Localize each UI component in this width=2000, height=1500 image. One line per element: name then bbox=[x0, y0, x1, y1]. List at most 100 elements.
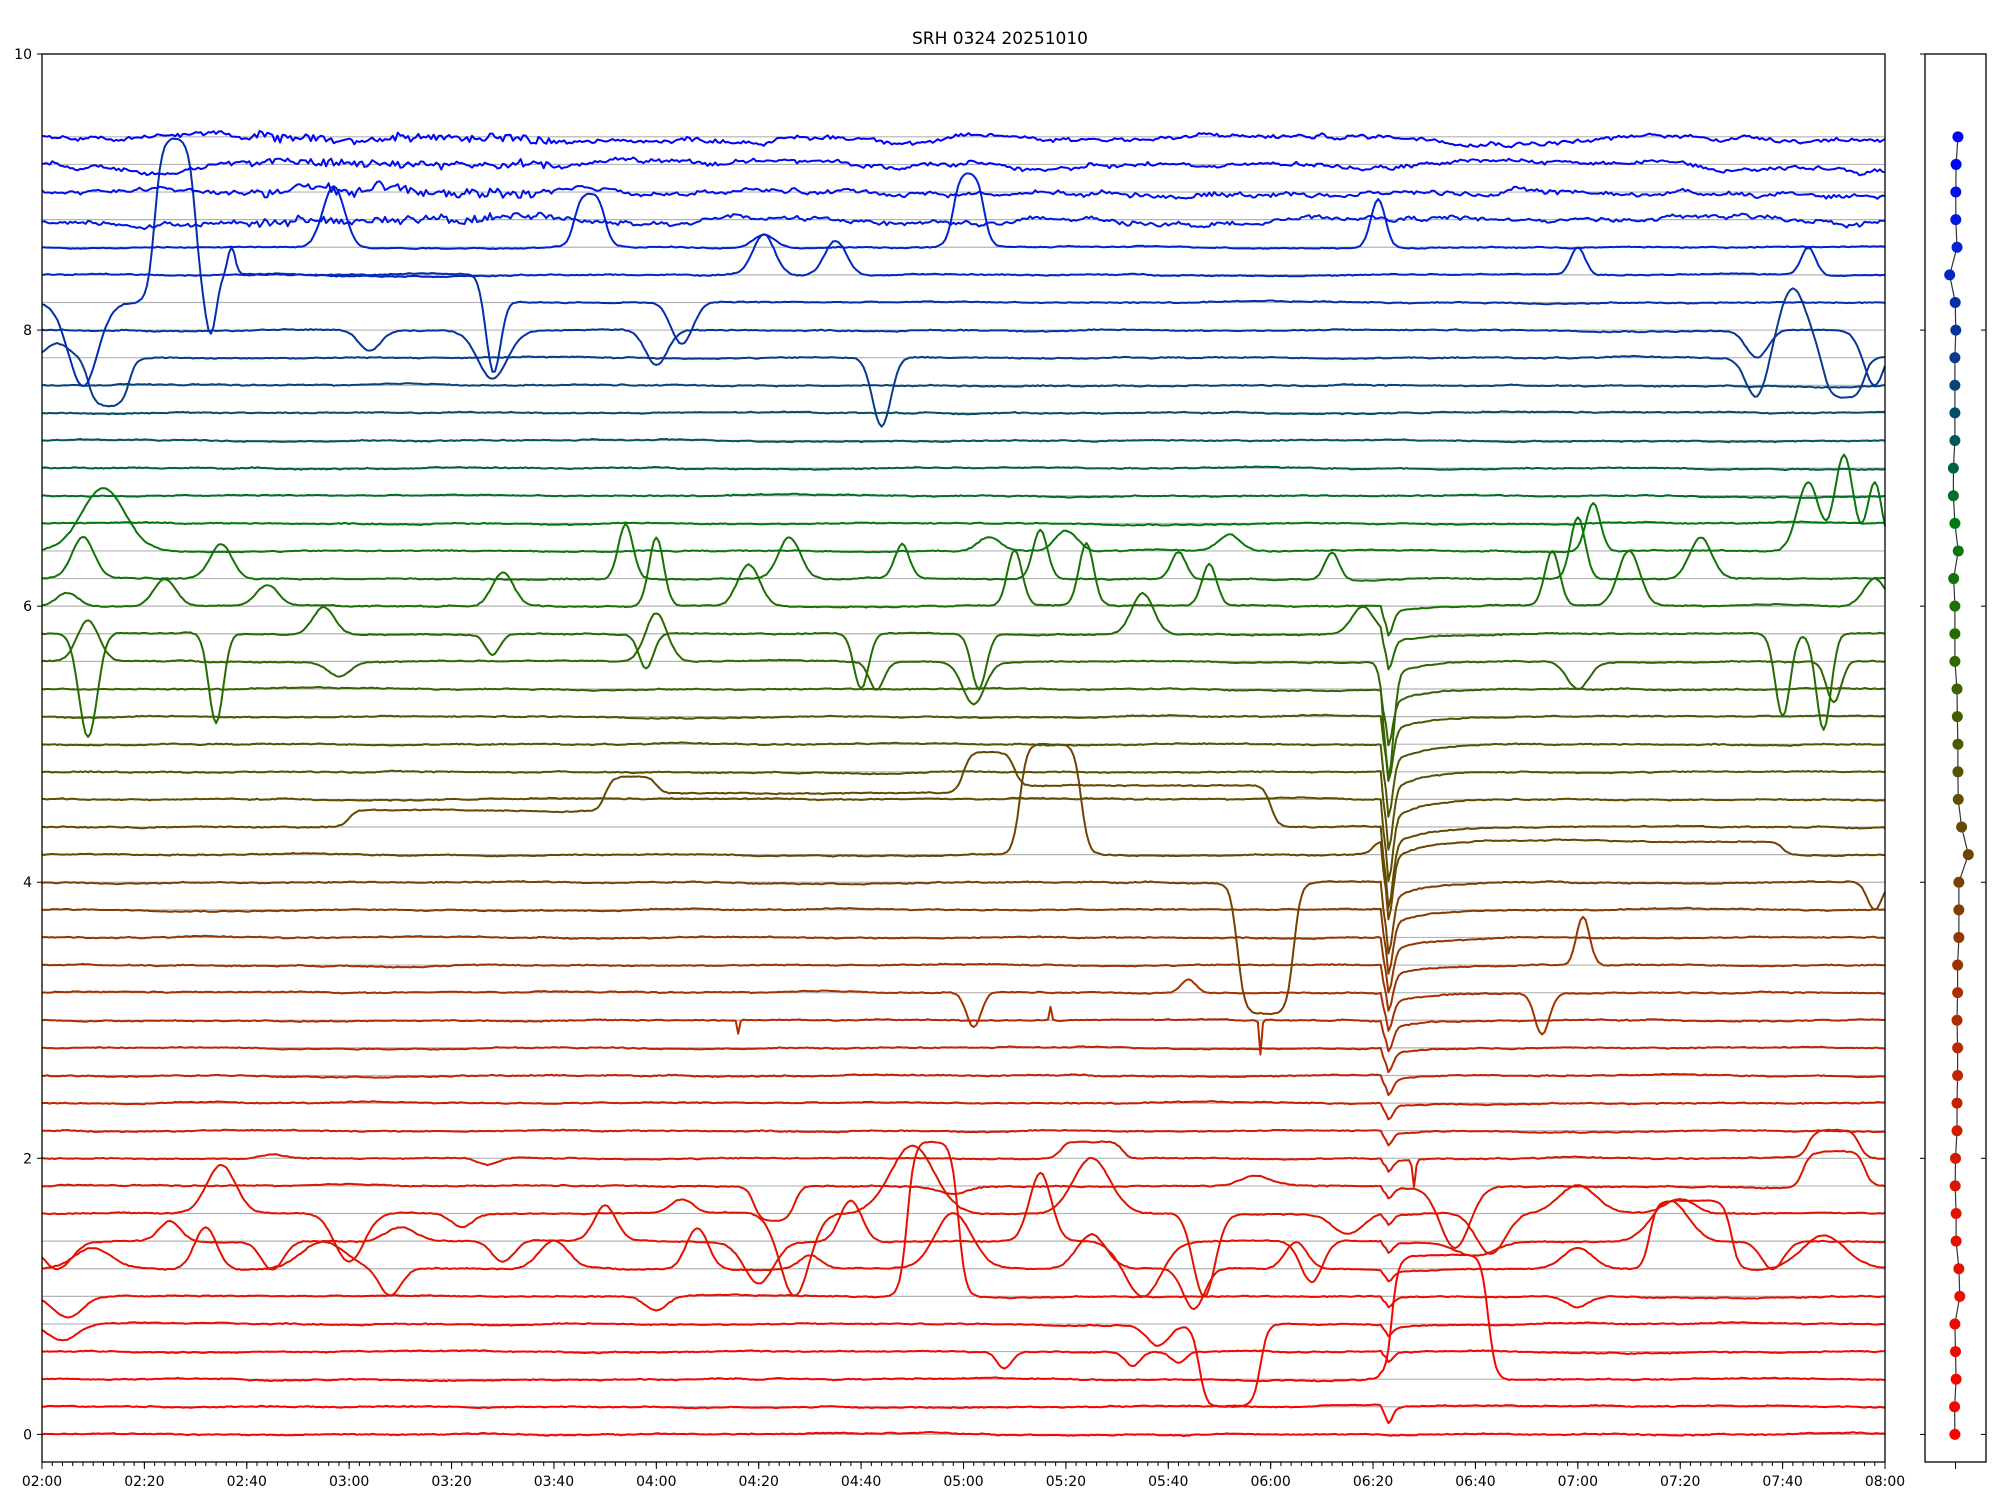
side-dot-6-6 bbox=[1949, 517, 1961, 529]
side-dot-9-4 bbox=[1952, 131, 1964, 143]
trace-1-4 bbox=[41, 1171, 1886, 1298]
side-dot-4-4 bbox=[1956, 821, 1968, 833]
side-dot-4-8 bbox=[1952, 766, 1964, 778]
trace-6-0 bbox=[41, 536, 1886, 637]
x-tick-label: 03:40 bbox=[534, 1474, 574, 1490]
trace-8-4 bbox=[41, 233, 1886, 279]
y-tick-label: 10 bbox=[14, 47, 32, 63]
trace-3-0 bbox=[41, 1005, 1886, 1056]
trace-2-0 bbox=[41, 1128, 1886, 1188]
trace-7-0 bbox=[41, 465, 1886, 472]
trace-3-4 bbox=[41, 915, 1886, 1012]
y-tick-label: 0 bbox=[23, 1427, 32, 1443]
trace-5-6 bbox=[41, 612, 1886, 779]
trace-4-0 bbox=[41, 880, 1886, 1016]
plot-frame bbox=[41, 53, 1886, 1463]
side-dot-1-0 bbox=[1954, 1290, 1966, 1302]
side-dot-1-4 bbox=[1950, 1235, 1962, 1247]
trace-3-2 bbox=[41, 978, 1886, 1036]
trace-1-2 bbox=[41, 1199, 1886, 1311]
side-dot-8-8 bbox=[1950, 214, 1962, 226]
x-tick-label: 06:00 bbox=[1250, 1474, 1290, 1490]
trace-4-4 bbox=[41, 750, 1886, 910]
trace-0-4 bbox=[41, 1253, 1886, 1383]
side-dot-2-8 bbox=[1952, 1042, 1964, 1054]
x-tick-label: 05:20 bbox=[1046, 1474, 1086, 1490]
trace-7-2 bbox=[41, 437, 1886, 444]
x-tick-label: 03:20 bbox=[431, 1474, 471, 1490]
side-dot-0-0 bbox=[1949, 1428, 1961, 1440]
trace-6-4 bbox=[41, 453, 1886, 554]
chart-title: SRH 0324 20251010 bbox=[912, 29, 1088, 49]
side-dot-5-4 bbox=[1951, 683, 1963, 695]
side-dot-4-2 bbox=[1962, 849, 1974, 861]
trace-2-6 bbox=[41, 1072, 1886, 1097]
trace-4-2 bbox=[41, 742, 1885, 921]
x-axis: 02:00 02:20 02:40 03:00 03:20 03:40 04:00 04:20… bbox=[22, 1462, 1905, 1490]
y-axis: 0 2 4 6 8 10 bbox=[14, 47, 42, 1443]
y-tick-label: 6 bbox=[23, 599, 32, 615]
side-dot-7-0 bbox=[1947, 462, 1959, 474]
x-tick-label: 07:00 bbox=[1558, 1474, 1598, 1490]
traces bbox=[41, 130, 1886, 1438]
side-dot-1-2 bbox=[1953, 1263, 1965, 1275]
side-dot-2-2 bbox=[1951, 1125, 1963, 1137]
x-tick-label: 06:40 bbox=[1455, 1474, 1495, 1490]
trace-2-4 bbox=[41, 1100, 1886, 1121]
side-dot-0-4 bbox=[1950, 1373, 1962, 1385]
trace-1-6 bbox=[42, 1144, 1886, 1298]
x-tick-label: 04:20 bbox=[739, 1474, 779, 1490]
trace-9-2 bbox=[41, 156, 1886, 177]
trace-3-6 bbox=[41, 934, 1886, 994]
trace-8-6 bbox=[42, 172, 1886, 251]
x-tick-label: 07:40 bbox=[1762, 1474, 1802, 1490]
x-tick-label: 07:20 bbox=[1660, 1474, 1700, 1490]
trace-2-2 bbox=[41, 1128, 1885, 1147]
side-dot-9-2 bbox=[1950, 158, 1962, 170]
side-dot-4-6 bbox=[1952, 793, 1964, 805]
side-dot-2-0 bbox=[1950, 1152, 1961, 1164]
trace-0-6 bbox=[41, 1349, 1886, 1370]
trace-8-2 bbox=[41, 137, 1886, 387]
x-tick-label: 02:40 bbox=[227, 1474, 267, 1490]
x-tick-label: 04:00 bbox=[636, 1474, 676, 1490]
side-dot-0-6 bbox=[1950, 1346, 1961, 1358]
trace-3-8 bbox=[41, 906, 1886, 975]
side-dot-0-8 bbox=[1949, 1318, 1961, 1330]
trace-4-8 bbox=[41, 769, 1886, 851]
side-dot-9-0 bbox=[1950, 186, 1962, 198]
x-tick-label: 03:00 bbox=[329, 1474, 369, 1490]
side-dot-6-4 bbox=[1952, 545, 1964, 557]
side-dot-1-6 bbox=[1950, 1208, 1962, 1220]
side-dot-3-4 bbox=[1952, 959, 1964, 971]
trace-9-0 bbox=[41, 180, 1886, 200]
side-dot-4-0 bbox=[1953, 876, 1965, 888]
side-dot-7-6 bbox=[1949, 379, 1961, 391]
y-tick-label: 8 bbox=[23, 323, 32, 339]
trace-1-0 bbox=[41, 1140, 1886, 1319]
trace-0-2 bbox=[41, 1403, 1886, 1425]
x-tick-label: 05:00 bbox=[943, 1474, 983, 1490]
x-tick-label: 04:40 bbox=[841, 1474, 881, 1490]
trace-7-4 bbox=[41, 410, 1886, 416]
side-panel-frame bbox=[1924, 53, 1987, 1463]
trace-0-0 bbox=[41, 1431, 1886, 1438]
trace-6-6 bbox=[41, 520, 1886, 527]
side-dot-8-6 bbox=[1951, 241, 1963, 253]
trace-7-8 bbox=[41, 287, 1886, 428]
trace-2-8 bbox=[41, 1045, 1886, 1074]
x-tick-label: 02:20 bbox=[124, 1474, 164, 1490]
trace-9-4 bbox=[41, 130, 1886, 149]
side-dot-3-8 bbox=[1953, 904, 1965, 916]
side-dot-7-4 bbox=[1949, 407, 1961, 419]
side-dot-8-2 bbox=[1949, 296, 1961, 308]
trace-0-8 bbox=[41, 1321, 1886, 1408]
side-dot-3-2 bbox=[1952, 987, 1964, 999]
side-dot-3-6 bbox=[1953, 931, 1965, 943]
trace-7-6 bbox=[41, 382, 1886, 389]
side-dot-5-6 bbox=[1949, 655, 1961, 667]
trace-8-8 bbox=[41, 211, 1886, 231]
side-dot-6-2 bbox=[1948, 573, 1960, 585]
side-dot-7-2 bbox=[1949, 435, 1961, 447]
